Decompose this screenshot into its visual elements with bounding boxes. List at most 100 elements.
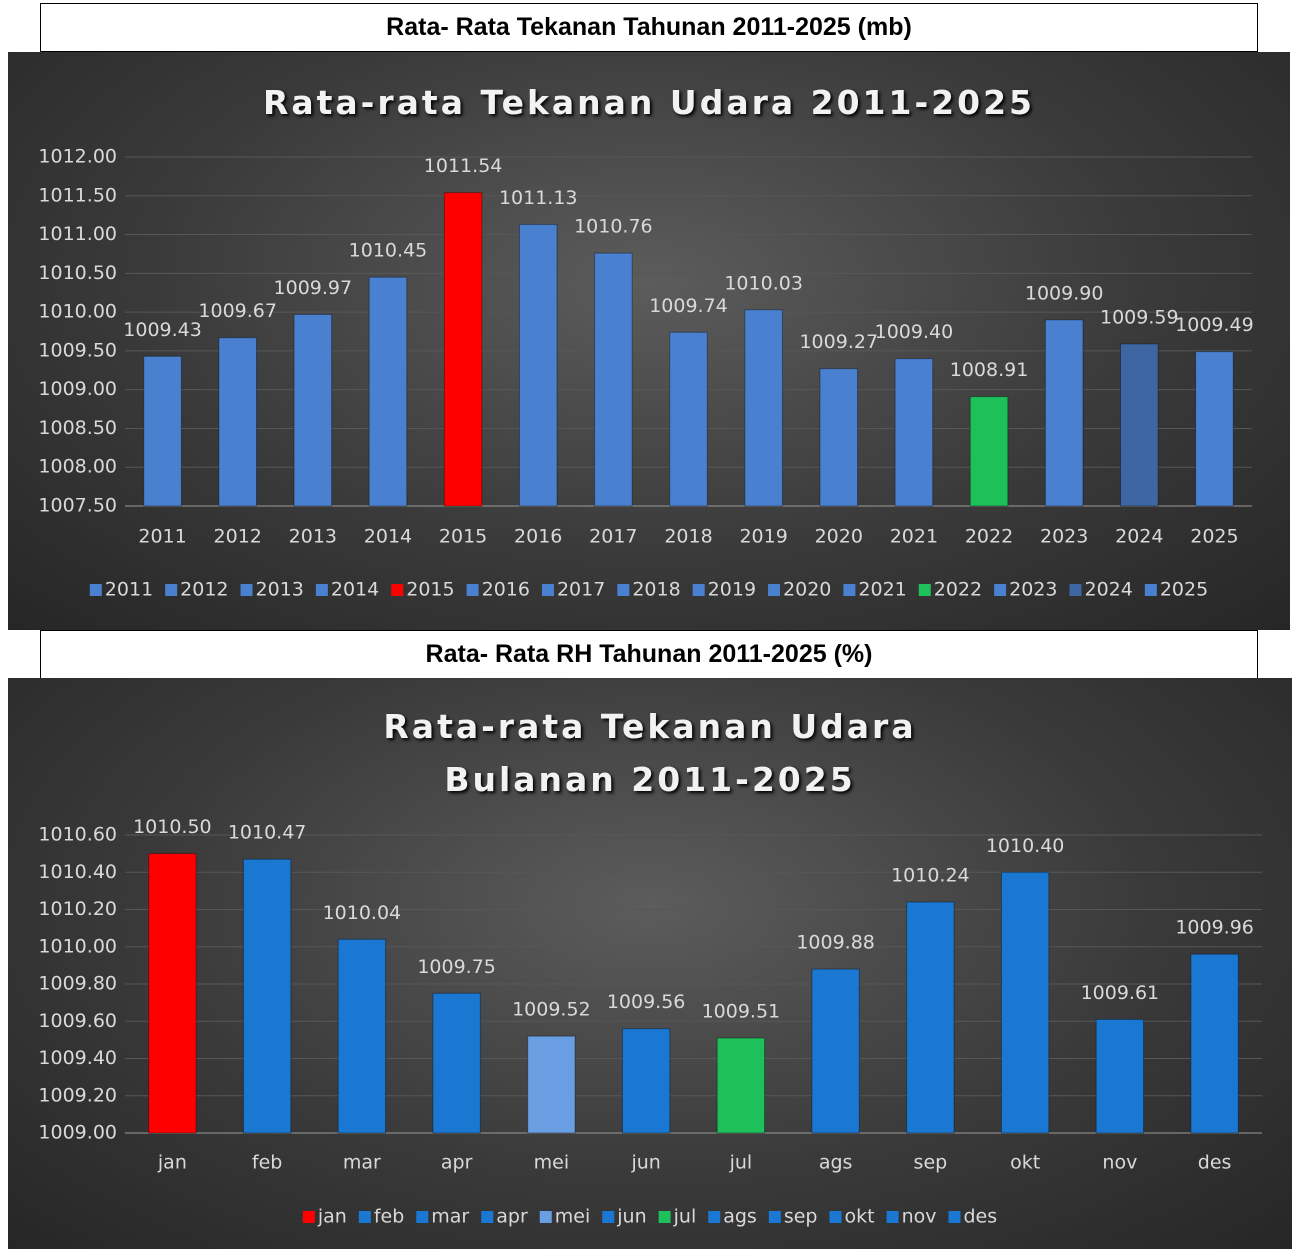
legend-entry: 2013 [240, 579, 304, 601]
legend-swatch [481, 1211, 494, 1223]
chart: 1009.00 1009.20 1009.40 1009.60 1009.80 1010.… [38, 816, 1262, 1228]
bar [1120, 343, 1159, 507]
data-label: 1008.91 [950, 359, 1029, 381]
legend-swatch [302, 1211, 315, 1223]
legend-swatch [89, 584, 102, 596]
data-label: 1010.50 [133, 816, 212, 838]
legend-swatch [602, 1211, 615, 1223]
y-tick-label: 1010.00 [38, 935, 117, 957]
data-label: 1010.40 [986, 835, 1065, 857]
legend-label: jan [317, 1206, 347, 1228]
legend-label: feb [374, 1206, 404, 1228]
legend-swatch [918, 584, 931, 596]
legend-entry: 2012 [165, 579, 229, 601]
data-label: 1009.52 [512, 999, 591, 1021]
legend-entry: 2021 [843, 579, 907, 601]
legend-entry: 2015 [391, 579, 455, 601]
legend-swatch [768, 584, 781, 596]
legend-label: mei [555, 1206, 590, 1228]
data-label: 1010.24 [891, 865, 970, 887]
bar [621, 1028, 671, 1134]
legend-entry: nov [886, 1206, 937, 1228]
legend-swatch [1144, 584, 1157, 596]
bar [337, 938, 387, 1134]
legend-entry: 2024 [1069, 579, 1133, 601]
heading: Rata- Rata RH Tahunan 2011-2025 (%) [40, 630, 1258, 679]
legend-swatch [948, 1211, 961, 1223]
legend-entry: ags [708, 1206, 757, 1228]
x-tick-label: jul [729, 1152, 753, 1174]
x-tick-label: ags [819, 1152, 853, 1174]
bar [1095, 1018, 1145, 1134]
legend-label: jun [616, 1206, 646, 1228]
legend-swatch [391, 584, 404, 596]
x-tick-label: 2013 [289, 526, 337, 548]
legend-entry: sep [768, 1206, 818, 1228]
data-label: 1009.90 [1025, 282, 1104, 304]
x-tick-label: 2014 [364, 526, 412, 548]
x-tick-label: 2022 [965, 526, 1013, 548]
legend-label: nov [902, 1206, 937, 1228]
x-tick-label: 2017 [589, 526, 637, 548]
x-tick-label: sep [914, 1152, 948, 1174]
legend-label: 2021 [858, 579, 906, 601]
bar [518, 223, 558, 507]
bar [716, 1037, 766, 1134]
x-tick-label: mar [343, 1152, 381, 1174]
y-tick-label: 1010.50 [38, 262, 117, 284]
bar [148, 853, 197, 1134]
x-tick-label: 2012 [214, 526, 262, 548]
data-label: 1009.49 [1175, 314, 1254, 336]
data-label: 1010.47 [228, 822, 307, 844]
bar [819, 368, 859, 507]
legend-swatch [843, 584, 856, 596]
legend-label: des [963, 1206, 997, 1228]
bar [242, 858, 292, 1134]
y-tick-label: 1011.50 [38, 184, 117, 206]
y-tick-label: 1008.50 [38, 417, 117, 439]
data-label: 1011.54 [424, 155, 503, 177]
legend-label: 2019 [708, 579, 756, 601]
chart-panel: Rata-rata Tekanan Udara 2011-2025 1007.5… [8, 52, 1290, 630]
legend-label: sep [784, 1206, 818, 1228]
legend-swatch [466, 584, 479, 596]
x-tick-label: des [1198, 1152, 1232, 1174]
legend-entry: des [948, 1206, 997, 1228]
legend-label: okt [844, 1206, 874, 1228]
bar [894, 358, 934, 507]
data-label: 1010.45 [349, 240, 428, 262]
y-tick-label: 1010.60 [38, 824, 117, 846]
x-tick-label: 2015 [439, 526, 487, 548]
chart-title: Rata-rata Tekanan Udara Bulanan 2011-202… [383, 707, 917, 799]
bar [744, 309, 783, 507]
bar [1190, 953, 1239, 1134]
legend-entry: jan [302, 1206, 347, 1228]
legend-label: mar [431, 1206, 469, 1228]
x-tick-label: apr [441, 1152, 473, 1174]
heading: Rata- Rata Tekanan Tahunan 2011-2025 (mb… [40, 3, 1258, 52]
legend-label: 2016 [482, 579, 530, 601]
data-label: 1009.40 [875, 321, 954, 343]
bar [1000, 871, 1050, 1134]
legend-label: 2013 [256, 579, 304, 601]
bar [443, 192, 483, 507]
data-label: 1011.13 [499, 187, 578, 209]
legend-swatch [165, 584, 178, 596]
legend-entry: 2020 [768, 579, 831, 601]
legend-entry: 2023 [994, 579, 1057, 601]
y-tick-label: 1010.20 [38, 898, 117, 920]
legend-entry: mar [416, 1206, 469, 1228]
x-tick-label: jan [157, 1152, 187, 1174]
legend-swatch [1069, 584, 1082, 596]
legend-entry: feb [358, 1206, 404, 1228]
data-label: 1009.56 [607, 991, 686, 1013]
legend-label: 2014 [331, 579, 379, 601]
data-label: 1009.96 [1175, 917, 1254, 939]
bar [432, 992, 481, 1134]
data-label: 1009.74 [649, 295, 728, 317]
legend-label: jul [673, 1206, 697, 1228]
data-label: 1009.27 [799, 331, 878, 353]
chart-panel: Rata-rata Tekanan Udara Bulanan 2011-202… [8, 678, 1292, 1249]
legend-swatch [539, 1211, 552, 1223]
legend-label: 2024 [1084, 579, 1132, 601]
